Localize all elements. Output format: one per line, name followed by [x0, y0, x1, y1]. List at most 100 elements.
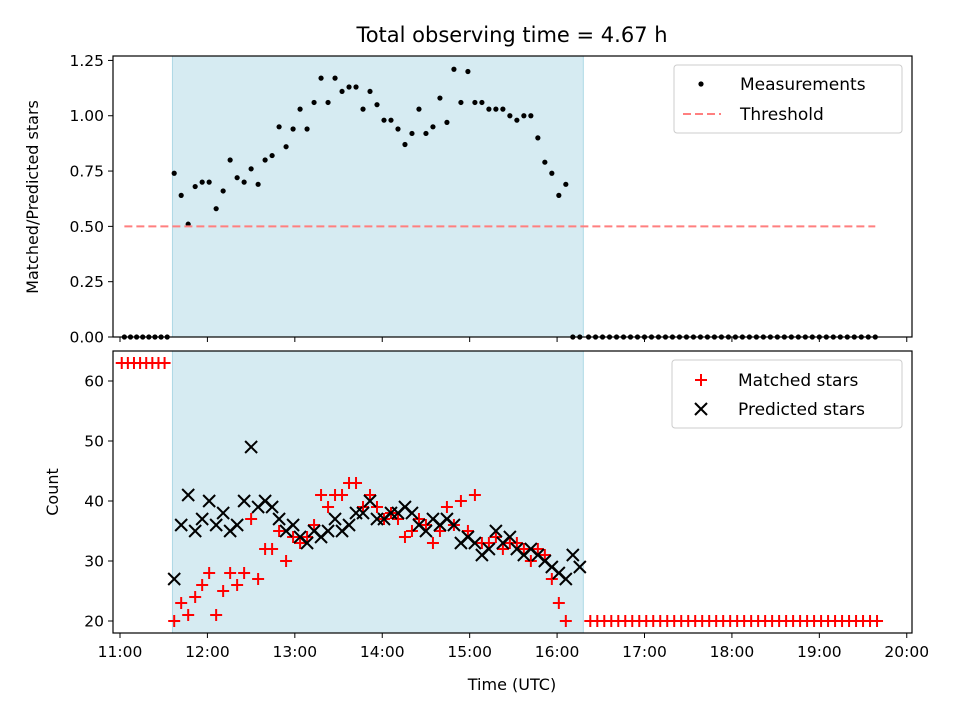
- bottom-panel-ylabel: Count: [43, 468, 62, 516]
- matched-stars-point: [468, 489, 481, 501]
- measurements-point: [465, 68, 471, 75]
- top-panel-legend: Measurements Threshold: [673, 64, 903, 134]
- measurements-point: [360, 106, 366, 112]
- matched-stars-point: [524, 555, 537, 567]
- matched-stars-point: [510, 537, 523, 549]
- measurements-point: [227, 157, 233, 163]
- legend-marker-matched-stars: [695, 374, 707, 386]
- matched-stars-point: [440, 501, 453, 513]
- measurements-point: [199, 179, 205, 185]
- measurements-point: [192, 183, 198, 190]
- matched-stars-point: [196, 579, 209, 591]
- measurements-point: [332, 75, 338, 81]
- matched-stars-point: [287, 531, 300, 543]
- matched-stars-point: [294, 537, 307, 549]
- measurements-point: [178, 192, 184, 198]
- legend-marker-measurements: [698, 81, 704, 87]
- measurements-point: [500, 106, 506, 112]
- matched-stars-point: [350, 477, 363, 489]
- legend-box: [673, 64, 903, 134]
- x-tick-label: 16:00: [535, 643, 580, 661]
- matched-stars-point: [238, 567, 251, 579]
- measurements-point: [486, 106, 492, 112]
- measurements-point: [402, 141, 408, 148]
- predicted-stars-point: [482, 542, 496, 556]
- matched-stars-point: [482, 537, 495, 549]
- measurements-point: [276, 124, 282, 130]
- matched-stars-point: [433, 525, 446, 537]
- x-tick-label: 14:00: [360, 643, 405, 661]
- predicted-stars-point: [328, 512, 342, 526]
- matched-stars-point: [545, 573, 558, 585]
- measurements-point: [171, 170, 177, 176]
- chart-title: Total observing time = 4.67 h: [355, 23, 667, 47]
- x-tick-label: 17:00: [622, 643, 667, 661]
- y-tick-label: 0.25: [69, 273, 104, 291]
- top-panel-frame: [112, 55, 913, 338]
- predicted-stars-point: [468, 536, 482, 550]
- predicted-stars-point: [244, 440, 258, 454]
- legend-label-predicted-stars: Predicted stars: [738, 400, 865, 420]
- predicted-stars-point: [489, 524, 503, 538]
- matched-stars-point: [203, 567, 216, 579]
- measurements-point: [248, 166, 254, 172]
- predicted-stars-point: [209, 518, 223, 532]
- matched-stars-point: [531, 543, 544, 555]
- measurements-point: [269, 152, 275, 159]
- matched-stars-point: [189, 591, 202, 603]
- predicted-stars-point: [342, 518, 356, 532]
- measurements-point: [458, 99, 464, 106]
- matched-stars-point: [461, 525, 474, 537]
- measurements-point: [416, 106, 422, 112]
- predicted-stars-point: [300, 536, 314, 550]
- predicted-stars-point: [167, 572, 181, 586]
- predicted-stars-point: [265, 500, 279, 514]
- measurements-point: [563, 181, 569, 187]
- y-tick-label: 30: [84, 553, 104, 571]
- measurements-point: [556, 192, 562, 198]
- matched-stars-point: [552, 597, 565, 609]
- measurements-point: [283, 144, 289, 150]
- x-tick-label: 19:00: [797, 643, 842, 661]
- y-tick-label: 40: [84, 493, 104, 511]
- predicted-stars-point: [321, 524, 335, 538]
- y-tick-label: 0.50: [69, 218, 104, 236]
- measurements-point: [339, 88, 345, 95]
- predicted-stars-point: [566, 548, 580, 562]
- matched-stars-point: [391, 513, 404, 525]
- matched-stars-point: [266, 543, 279, 555]
- matched-stars-point: [224, 567, 237, 579]
- measurements-point: [220, 188, 226, 194]
- measurements-point: [297, 106, 303, 112]
- y-tick-label: 0.75: [69, 163, 104, 181]
- predicted-stars-point: [573, 560, 587, 574]
- predicted-stars-point: [195, 512, 209, 526]
- measurements-point: [451, 66, 457, 72]
- x-axis-label: Time (UTC): [467, 675, 556, 694]
- measurements-point: [542, 159, 548, 165]
- measurements-point: [318, 75, 324, 81]
- matched-stars-point: [489, 531, 502, 543]
- measurements-point: [514, 117, 520, 123]
- measurements-point: [479, 99, 485, 106]
- measurements-point: [290, 126, 296, 132]
- x-tick-label: 20:00: [884, 643, 929, 661]
- measurements-point: [409, 130, 415, 137]
- measurements-point: [437, 95, 443, 101]
- top-panel-ylabel: Matched/Predicted stars: [23, 100, 42, 294]
- predicted-stars-point: [419, 524, 433, 538]
- measurements-point: [444, 119, 450, 125]
- x-tick-label: 12:00: [185, 643, 230, 661]
- measurements-point: [423, 130, 429, 137]
- bottom-panel-observing-span: [171, 350, 584, 634]
- matched-stars-point: [405, 525, 418, 537]
- predicted-stars-point: [181, 488, 195, 502]
- legend-label-threshold: Threshold: [739, 105, 824, 125]
- y-tick-label: 20: [84, 613, 104, 631]
- y-tick-label: 0.00: [69, 329, 104, 347]
- matched-stars-point: [273, 525, 286, 537]
- matched-stars-point: [210, 609, 223, 621]
- legend-label-matched-stars: Matched stars: [738, 371, 858, 391]
- measurements-point: [213, 206, 219, 212]
